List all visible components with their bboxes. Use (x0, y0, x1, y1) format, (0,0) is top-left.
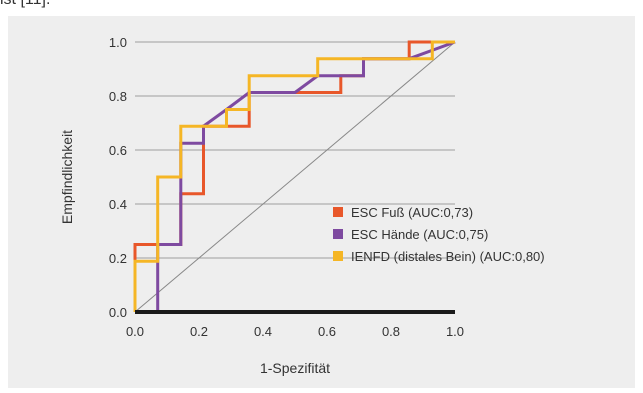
diagonal-line (134, 41, 456, 313)
x-tick-label-1: 0.2 (190, 324, 208, 339)
legend-label-2: IENFD (distales Bein) (AUC:0,80) (351, 249, 545, 264)
chart-panel (8, 16, 635, 388)
y-tick-label-4: 0.8 (109, 89, 127, 104)
y-tick-label-0: 0.0 (109, 305, 127, 320)
y-tick-label-5: 1.0 (109, 35, 127, 50)
legend-label-0: ESC Fuß (AUC:0,73) (351, 205, 473, 220)
x-tick-label-2: 0.4 (254, 324, 272, 339)
legend-swatch-1 (333, 229, 343, 239)
series-line-2 (133, 40, 455, 312)
x-tick-label-3: 0.6 (318, 324, 336, 339)
reference-diagonal (134, 41, 456, 313)
series-line-1 (156, 40, 456, 312)
x-tick-label-0: 0.0 (126, 324, 144, 339)
preceding-text-fragment: ist [11]. (0, 0, 50, 9)
legend-swatch-2 (333, 251, 343, 261)
y-tick-label-2: 0.4 (109, 197, 127, 212)
grid-lines (135, 41, 455, 259)
y-tick-label-1: 0.2 (109, 251, 127, 266)
legend-swatch-0 (333, 207, 343, 217)
x-tick-label-4: 0.8 (382, 324, 400, 339)
series-group (133, 40, 456, 312)
y-tick-label-3: 0.6 (109, 143, 127, 158)
legend-label-1: ESC Hände (AUC:0,75) (351, 227, 488, 242)
x-tick-label-5: 1.0 (446, 324, 464, 339)
tick-labels: 0.0 0.2 0.4 0.6 0.8 1.0 0.0 0.2 0.4 0.6 0.8 1.0 (109, 35, 464, 339)
y-axis-label: Empfindlichkeit (59, 130, 75, 224)
x-axis-label: 1-Spezifität (260, 360, 330, 376)
legend: ESC Fuß (AUC:0,73) ESC Hände (AUC:0,75) IE… (333, 205, 545, 264)
